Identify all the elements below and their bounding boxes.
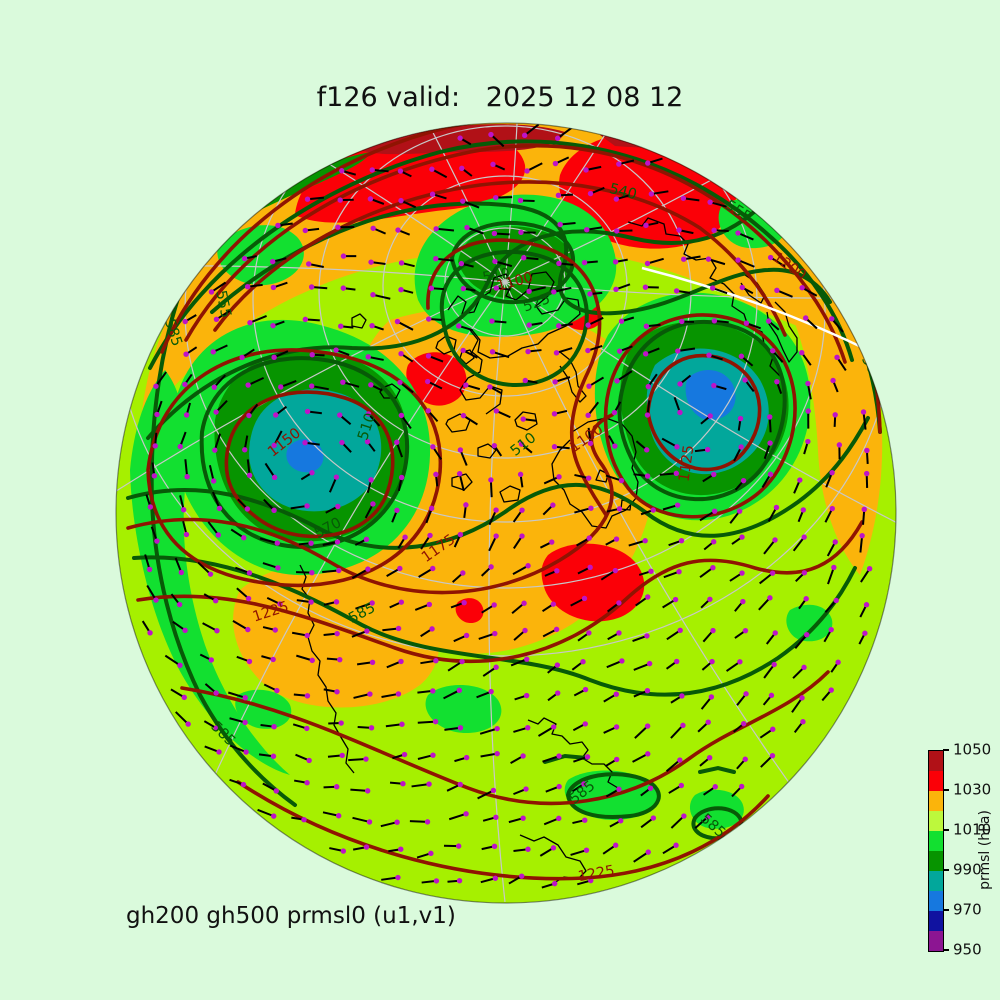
colorbar-tick-mark [943,749,949,751]
wind-vectors [141,123,873,889]
colorbar-bands [928,750,944,952]
colorbar-band [929,891,943,911]
colorbar-tick-label: 990 [953,860,982,879]
colorbar-band [929,811,943,831]
colorbar-band [929,931,943,951]
colorbar-tick-label: 1050 [953,740,992,759]
contour-label-gh500: 570 [686,130,718,155]
coastlines [299,217,798,884]
contour-label-gh500: 555 [212,289,233,319]
contour-label-gh500: 510 [481,266,511,287]
colorbar-band [929,771,943,791]
colorbar-band [929,871,943,891]
colorbar-tick-label: 970 [953,900,982,919]
colorbar-tick-mark [943,829,949,831]
colorbar-tick-label: 1010 [953,820,992,839]
gh500-contours [126,139,882,841]
colorbar-band [929,791,943,811]
colorbar-band [929,911,943,931]
globe-outline [115,122,897,904]
colorbar: 950 970 990 1010 1030 1050 prmsl (hPa) [928,741,998,959]
colorbar-tick-label: 950 [953,940,982,959]
contour-label-gh200: 1225 [577,863,616,885]
colorbar-band [929,831,943,851]
colorbar-tick-mark [943,869,949,871]
colorbar-tick-label: 1030 [953,780,992,799]
contour-label-gh200: 1125 [677,444,698,483]
colorbar-axis-label: prmsl (hPa) [977,810,993,890]
colorbar-tick-mark [943,949,949,951]
colorbar-tick-mark [943,909,949,911]
fields-annotation: gh200 gh500 prmsl0 (u1,v1) [126,903,456,929]
colorbar-band [929,751,943,771]
colorbar-tick-mark [943,789,949,791]
colorbar-band [929,851,943,871]
figure-title: f126 valid: 2025 12 08 12 [316,82,684,113]
contour-label-gh500: 540 [608,181,639,203]
